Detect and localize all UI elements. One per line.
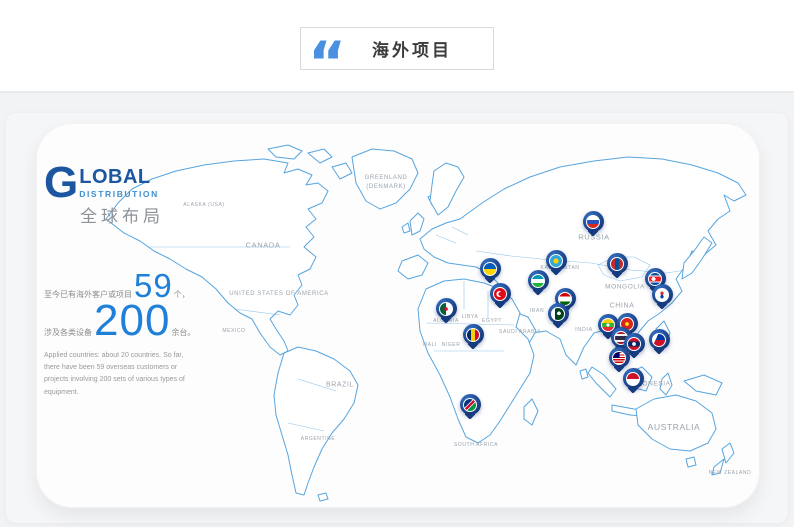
map-pin-philippines [648, 329, 670, 350]
logo-letter-g: G [44, 158, 79, 207]
map-label-russia: RUSSIA [578, 232, 610, 242]
map-pin-south-korea [651, 284, 673, 305]
map-label-new-zealand: NEW ZEALAND [708, 470, 752, 476]
map-label-brazil: BRAZIL [325, 381, 355, 389]
map-label-iran: IRAN [529, 308, 545, 314]
map-label-argentine: ARGENTINE [300, 436, 336, 442]
map-label-south-africa: SOUTH AFRICA [453, 442, 499, 448]
flag-icon-pakistan [551, 306, 565, 321]
flag-icon-russia [586, 214, 600, 229]
logo-text-chinese: 全球布局 [80, 207, 164, 227]
stat-value-projects: 59 [134, 267, 173, 304]
stat-value-equipment: 200 [94, 295, 171, 345]
map-label-china: CHINA [609, 302, 635, 310]
flag-icon-philippines [652, 332, 666, 347]
map-card: GREENLAND (DENMARK) ALASKA (USA) CANADA UNIT… [6, 113, 788, 523]
flag-icon-kazakhstan [549, 253, 563, 268]
map-label-libya: LIBYA [461, 314, 479, 320]
stat-row-projects: 至今已有海外客户或项目 59 个， [44, 267, 204, 304]
map-pin-uzbekistan [527, 270, 549, 291]
map-panel: GREENLAND (DENMARK) ALASKA (USA) CANADA UNIT… [36, 123, 760, 508]
stats-block: 至今已有海外客户或项目 59 个， 涉及各类设备 200 余台。 Applied… [44, 267, 204, 399]
map-label-alaska-usa: ALASKA (USA) [183, 202, 225, 208]
flag-icon-malaysia [612, 350, 626, 365]
stat-unit-equipment: 余台。 [171, 327, 196, 337]
map-pin-chad [462, 324, 484, 345]
logo-text-distribution: DISTRIBUTION [79, 189, 159, 199]
flag-icon-namibia [463, 397, 477, 412]
map-pin-pakistan [547, 303, 569, 324]
map-label-canada: CANADA [245, 240, 281, 250]
map-pin-north-korea [644, 268, 666, 289]
flag-icon-north-korea [648, 271, 662, 286]
stat-label-projects: 至今已有海外客户或项目 [44, 290, 132, 299]
flag-icon-mongolia [610, 256, 624, 271]
stat-label-equipment: 涉及各类设备 [44, 327, 92, 337]
map-label-india: INDIA [575, 327, 593, 333]
map-pin-russia [582, 211, 604, 232]
flag-icon-turkey [493, 286, 507, 301]
section-title: 海外项目 [372, 41, 452, 60]
flag-icon-indonesia [626, 371, 640, 386]
stat-unit-projects: 个， [173, 290, 190, 299]
flag-icon-chad [466, 327, 480, 342]
map-pin-mongolia [606, 253, 628, 274]
map-pin-malaysia [608, 347, 630, 368]
map-label-mongolia: MONGOLIA [605, 283, 645, 291]
page-header: “ 海外项目 [0, 0, 794, 93]
global-distribution-logo: G LOBAL DISTRIBUTION 全球布局 [44, 158, 164, 227]
map-label-united-states-of-america: UNITED STATES OF AMERICA [229, 291, 329, 297]
map-label-greenland: GREENLAND [364, 175, 408, 181]
map-pin-kazakhstan [545, 250, 567, 271]
flag-icon-uzbekistan [531, 273, 545, 288]
map-pin-namibia [459, 394, 481, 415]
map-pin-turkey [489, 283, 511, 304]
section-title-box: “ 海外项目 [300, 27, 494, 92]
flag-icon-south-korea [655, 287, 669, 302]
map-pin-indonesia [622, 368, 644, 389]
stats-english-description: Applied countries: about 20 countries. S… [44, 351, 185, 396]
map-label-niger: NIGER [441, 342, 461, 348]
flag-icon-algeria [439, 301, 453, 316]
map-label-australia: AUSTRALIA [647, 422, 701, 432]
map-pin-laos [623, 333, 645, 354]
logo-text-lobal: LOBAL [79, 166, 151, 188]
map-label-mexico: MEXICO [222, 328, 246, 334]
map-section: GREENLAND (DENMARK) ALASKA (USA) CANADA UNIT… [0, 93, 794, 527]
flag-icon-ukraine [483, 261, 497, 276]
stat-row-equipment: 涉及各类设备 200 余台。 [44, 295, 204, 345]
map-label-egypt: EGYPT [482, 318, 502, 324]
flag-icon-myanmar [601, 317, 615, 332]
map-label-indonesia: INDONESIA [629, 380, 671, 388]
map-label-mali: MALI [422, 342, 438, 348]
map-label-saudi-arabia: SAUDI ARABIA [499, 329, 541, 335]
map-label-denmark: (DENMARK) [366, 184, 406, 190]
map-pin-algeria [435, 298, 457, 319]
flag-icon-laos [627, 336, 641, 351]
map-pin-ukraine [479, 258, 501, 279]
